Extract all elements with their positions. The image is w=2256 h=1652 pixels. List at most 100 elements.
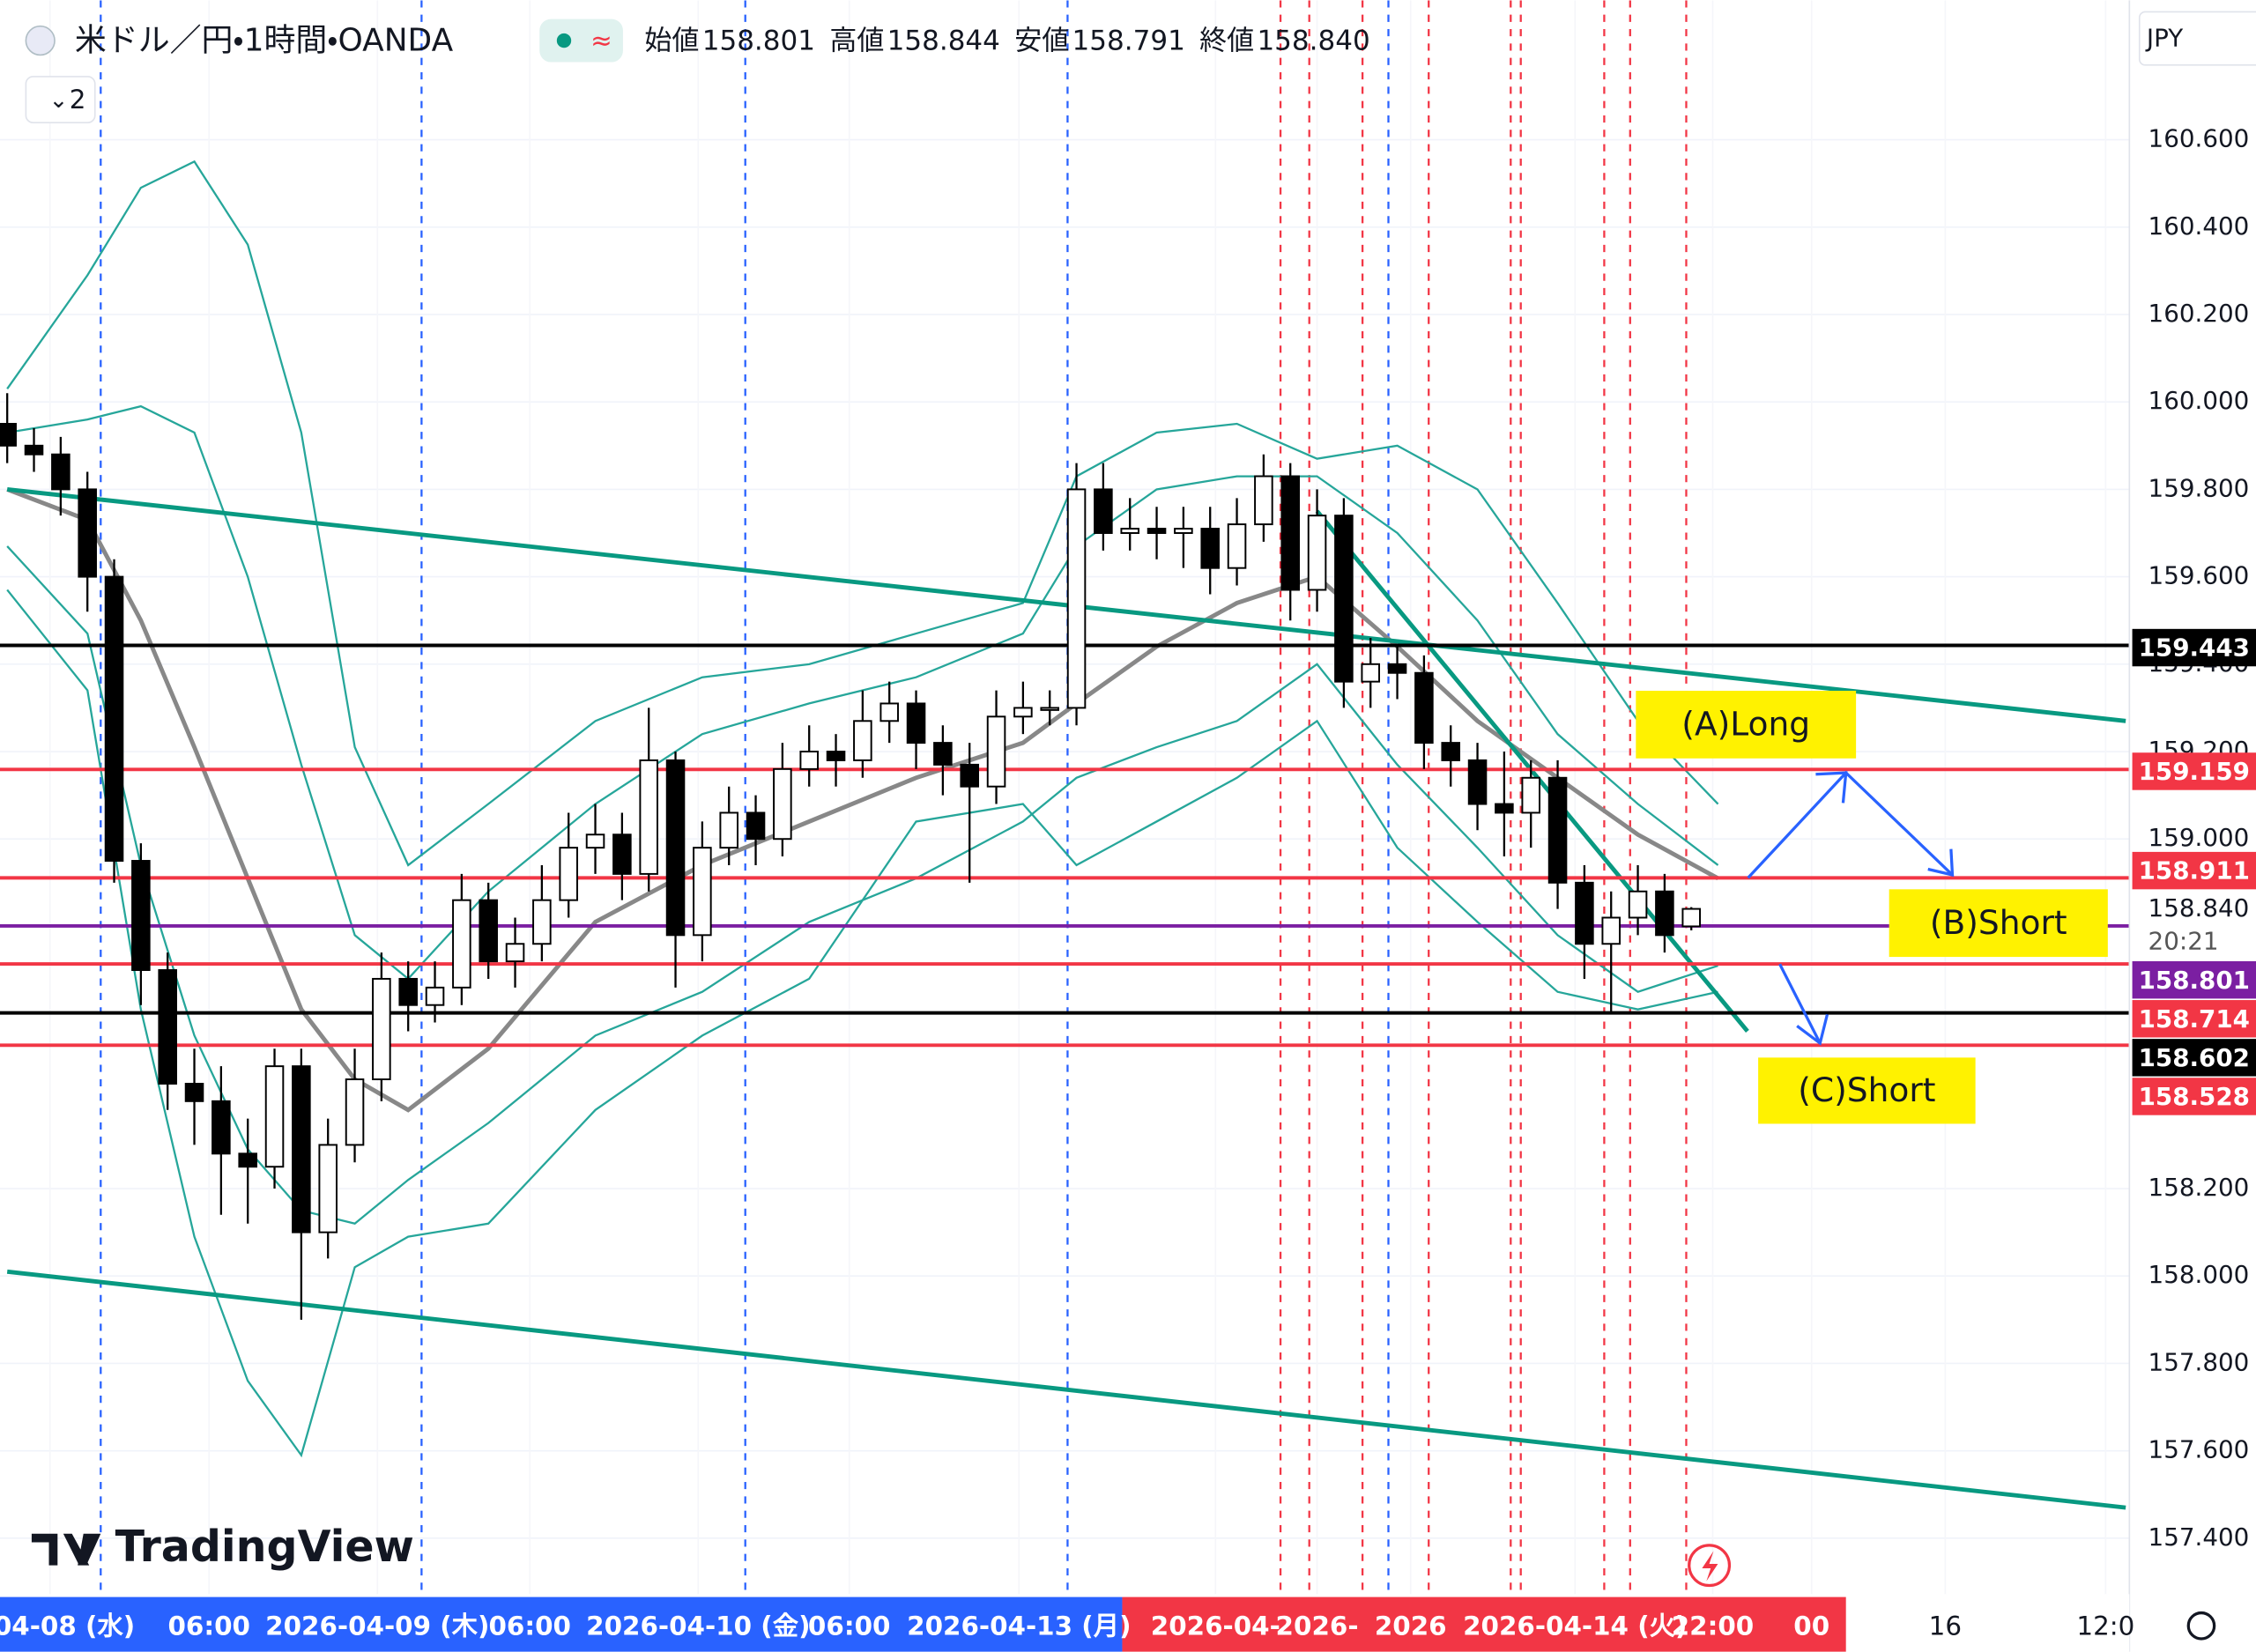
ohlc-value: 158.840 — [1257, 26, 1369, 57]
indicator-toggle[interactable] — [25, 76, 96, 123]
candle-body — [585, 833, 605, 849]
candle-body — [639, 759, 658, 875]
candle-body — [960, 763, 979, 788]
candle-body — [0, 423, 17, 447]
candle-body — [1174, 528, 1193, 534]
annotation-box — [1889, 889, 2108, 958]
countdown: 20:21 — [2148, 927, 2219, 956]
candle-body — [264, 1065, 285, 1168]
candle-body — [1681, 907, 1702, 928]
price-label-box — [2132, 1039, 2256, 1077]
candle-body — [1441, 742, 1460, 761]
currency-button[interactable] — [2138, 11, 2256, 66]
candle-body — [398, 977, 418, 1006]
x-tick-label: 2026-04-10 (金) — [586, 1611, 810, 1641]
price-label: 158.528 — [2139, 1082, 2250, 1111]
annotation: (B)Short — [1930, 903, 2067, 942]
status-icon: ≈ — [590, 26, 612, 56]
candle-body — [986, 715, 1006, 788]
symbol[interactable]: 米ドル／円・1時間・OANDA — [75, 23, 454, 59]
candle-body — [719, 811, 738, 849]
price-label: 159.443 — [2139, 633, 2250, 663]
ohlc-legend: 始値 158.801 高値 158.844 安値 158.791 終値 158.840 — [644, 26, 1369, 57]
arrows — [1747, 770, 1955, 1046]
arrow-head — [1815, 771, 1848, 804]
annotation-box — [1636, 691, 1857, 759]
candle-body — [1147, 528, 1167, 534]
price-label-box — [2132, 851, 2256, 890]
candle-body — [933, 742, 953, 766]
alert-icon[interactable] — [1688, 1544, 1732, 1588]
ohlc-value: 158.791 — [1072, 26, 1185, 57]
candle-body — [693, 847, 712, 937]
band-line — [6, 589, 1718, 1458]
price-label: 158.801 — [2139, 966, 2250, 995]
candle-body — [1361, 663, 1380, 683]
y-tick-label: 159.000 — [2148, 823, 2250, 852]
trendline — [1315, 509, 1749, 1033]
candle-body — [853, 720, 872, 761]
candle-body — [51, 453, 70, 491]
price-label-box — [2132, 1078, 2256, 1115]
candle-body — [131, 860, 151, 972]
candle-body — [1254, 475, 1273, 526]
price-label: 158.602 — [2139, 1043, 2250, 1072]
candle-body — [452, 899, 471, 989]
last-price: 158.840 — [2148, 893, 2250, 922]
range-highlight — [0, 1596, 1123, 1652]
ohlc-value: 158.801 — [702, 26, 815, 57]
ohlc-label: 始値 — [644, 26, 699, 57]
settings-icon[interactable] — [2186, 1611, 2216, 1641]
candle-body — [1227, 523, 1247, 569]
annotation: (C)Short — [1798, 1070, 1935, 1109]
x-tick-label: 22:00 — [1672, 1611, 1755, 1641]
y-tick-label: 158.000 — [2148, 1260, 2250, 1289]
chevron: ⌄ — [49, 87, 69, 114]
candle-body — [746, 811, 766, 841]
range-highlight — [1122, 1596, 1846, 1652]
candle-body — [559, 847, 578, 901]
candle-body — [425, 986, 445, 1006]
candle-body — [1601, 916, 1621, 945]
y-tick-label: 160.600 — [2148, 124, 2250, 153]
arrow-path — [1778, 963, 1822, 1044]
candle-body — [1655, 890, 1674, 937]
price-label: 159.159 — [2139, 757, 2250, 786]
candle-body — [1280, 475, 1300, 591]
candle-body — [1628, 890, 1648, 919]
x-tick-label: 16 — [1929, 1611, 1962, 1641]
overlay-layer: (A)Long (B)Short (C)Short — [1636, 691, 2108, 1124]
candle-body — [505, 943, 525, 963]
x-tick-label: 2026-04-14 (火) — [1463, 1611, 1687, 1641]
price-label: 158.714 — [2139, 1004, 2250, 1033]
y-tick-label: 159.600 — [2148, 561, 2250, 590]
candle-body — [78, 488, 97, 578]
y-tick-label: 157.800 — [2148, 1347, 2250, 1376]
candle-body — [532, 899, 552, 945]
header: 米ドル／円・1時間・OANDA ≈ 始値 158.801 高値 158.844 安値 15… — [25, 11, 2256, 123]
annotation: (A)Long — [1681, 705, 1810, 744]
price-label-box — [2132, 752, 2256, 790]
price-label: 158.911 — [2139, 856, 2250, 885]
candle-body — [826, 751, 846, 761]
ohlc-label: 安値 — [1014, 26, 1069, 57]
arrow-head — [1927, 848, 1955, 878]
candle-body — [212, 1100, 231, 1155]
price-label-box — [2132, 960, 2256, 999]
candle-body — [1495, 803, 1514, 814]
trendline — [6, 486, 2126, 723]
x-tick-label: 2026- — [1276, 1611, 1359, 1641]
y-tick-label: 157.600 — [2148, 1435, 2250, 1464]
candle-body — [1013, 707, 1033, 718]
y-tick-label: 160.200 — [2148, 299, 2250, 328]
logo-text: TradingView — [115, 1522, 414, 1572]
indicator-count: 2 — [70, 85, 86, 115]
price-label-box — [2132, 628, 2256, 667]
candle-body — [1120, 528, 1139, 534]
candle-body — [1307, 515, 1327, 591]
candle-body — [1066, 488, 1087, 709]
y-tick-label: 158.200 — [2148, 1173, 2250, 1202]
candle-body — [1094, 488, 1113, 534]
